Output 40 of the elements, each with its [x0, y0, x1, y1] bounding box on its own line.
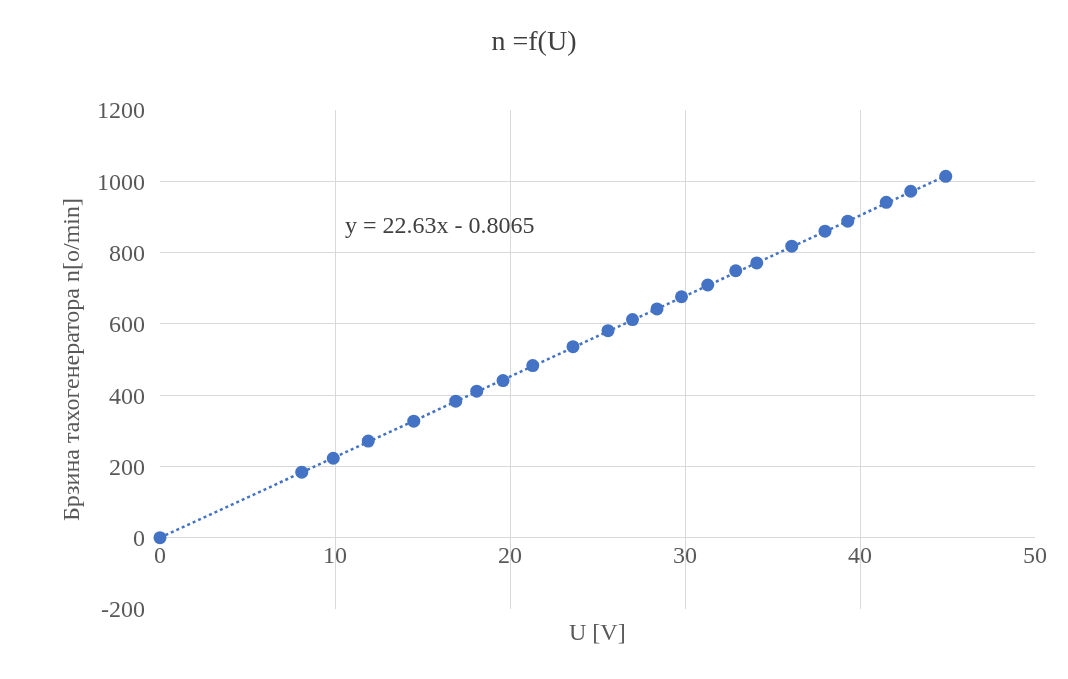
point [904, 184, 918, 198]
x-tick-label: 30 [673, 541, 697, 568]
y-tick-label: 600 [109, 311, 145, 338]
point [650, 302, 664, 316]
point [601, 324, 615, 338]
y-tick-label: -200 [101, 596, 145, 623]
annotation: y = 22.63x - 0.8065 [345, 212, 535, 238]
y-tick-label: 200 [109, 453, 145, 480]
point [939, 169, 953, 183]
point [496, 374, 510, 388]
y-tick-label: 1200 [97, 97, 145, 124]
x-tick-label: 10 [323, 541, 347, 568]
point [750, 256, 764, 270]
point [449, 394, 463, 408]
point [879, 195, 893, 209]
x-tick-label: 0 [154, 541, 166, 568]
point [361, 434, 375, 448]
point [526, 359, 540, 373]
point [566, 340, 580, 354]
y-axis-title: Брзина тахогенератора n[o/min] [58, 198, 85, 521]
point [785, 239, 799, 253]
point [701, 278, 715, 292]
point [153, 531, 167, 545]
point [675, 290, 688, 304]
x-tick-label: 50 [1023, 541, 1047, 568]
chart-title: n =f(U) [491, 25, 577, 57]
x-tick-label: 40 [848, 541, 872, 568]
y-tick-label: 400 [109, 382, 145, 409]
x-axis-title: U [V] [569, 619, 626, 645]
point [326, 451, 340, 465]
point [407, 414, 421, 428]
point [470, 384, 484, 398]
point [295, 465, 309, 479]
point [729, 264, 743, 278]
point [818, 224, 832, 238]
point [626, 313, 639, 327]
x-tick-label: 20 [498, 541, 522, 568]
y-tick-label: 1000 [97, 168, 145, 195]
point [841, 214, 855, 228]
y-tick-label: 800 [109, 239, 145, 266]
